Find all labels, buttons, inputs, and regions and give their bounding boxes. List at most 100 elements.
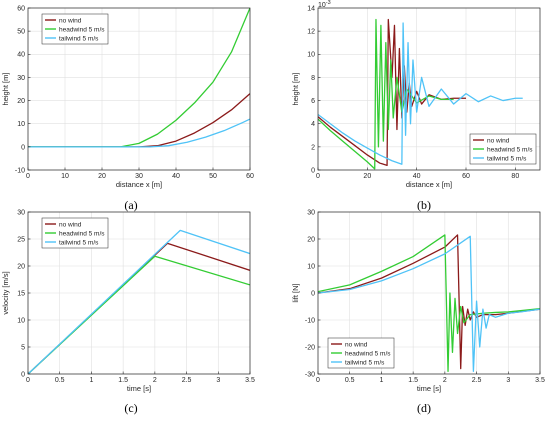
y-tick-label: -30: [305, 371, 315, 378]
y-exponent-power: -3: [326, 0, 331, 6]
y-tick-label: -10: [305, 317, 315, 324]
y-axis-label: height [m]: [1, 73, 10, 106]
y-tick-label: -20: [305, 344, 315, 351]
legend-label-2: headwind 5 m/s: [59, 230, 105, 237]
y-axis-label: height [m]: [291, 73, 300, 106]
x-tick-label: 2.5: [182, 377, 192, 384]
legend-label-3: tailwind 5 m/s: [59, 35, 99, 42]
series-line-1: [318, 18, 466, 167]
legend-label-3: tailwind 5 m/s: [59, 239, 99, 246]
series-line-2: [318, 234, 540, 372]
x-tick-label: 3: [216, 377, 220, 384]
x-axis-label: time [s]: [127, 384, 151, 393]
axes-box: [317, 7, 541, 171]
y-tick-label: 12: [307, 29, 315, 36]
y-tick-label: 40: [17, 52, 25, 59]
series-line-3: [28, 229, 250, 374]
legend-label-2: headwind 5 m/s: [59, 26, 105, 33]
x-tick-label: 50: [209, 173, 217, 180]
x-tick-label: 1: [379, 377, 383, 384]
x-tick-label: 0: [316, 173, 320, 180]
y-tick-label: 15: [17, 290, 25, 297]
x-tick-label: 20: [98, 173, 106, 180]
series-line-3: [28, 118, 250, 148]
y-tick-label: 5: [21, 344, 25, 351]
y-tick-label: 60: [17, 5, 25, 12]
x-tick-label: 0: [26, 377, 30, 384]
caption-a: (a): [124, 198, 137, 212]
y-axis-label: velocity [m/s]: [1, 271, 10, 314]
y-tick-label: 20: [17, 98, 25, 105]
x-tick-label: 40: [413, 173, 421, 180]
caption-d: (d): [417, 401, 431, 415]
x-tick-label: 2: [153, 377, 157, 384]
y-tick-label: 4: [311, 121, 315, 128]
legend-label-3: tailwind 5 m/s: [487, 155, 527, 162]
y-tick-label: 8: [311, 75, 315, 82]
y-tick-label: 20: [307, 236, 315, 243]
series-group: [28, 229, 250, 374]
x-tick-label: 0.5: [55, 377, 65, 384]
x-tick-label: 60: [246, 173, 254, 180]
legend-label-2: headwind 5 m/s: [487, 146, 533, 153]
x-tick-label: 1.5: [118, 377, 128, 384]
y-tick-label: 2: [311, 144, 315, 151]
series-line-3: [318, 22, 523, 165]
y-tick-label: 10: [17, 121, 25, 128]
y-tick-label: 10: [307, 263, 315, 270]
legend-label-1: no wind: [487, 137, 510, 144]
y-tick-label: 30: [307, 209, 315, 216]
legend-label-2: headwind 5 m/s: [345, 350, 391, 357]
x-tick-label: 3.5: [245, 377, 255, 384]
y-tick-label: 30: [17, 75, 25, 82]
x-tick-label: 0: [26, 173, 30, 180]
series-group: [318, 18, 523, 170]
x-tick-label: 1: [89, 377, 93, 384]
x-tick-label: 40: [172, 173, 180, 180]
x-tick-label: 3.5: [535, 377, 545, 384]
legend-label-3: tailwind 5 m/s: [345, 359, 385, 366]
panel-c: 0 0.5 1 1.5 2 2.5 3 3.5 0 5 10 15 20 25 30 time [s] velo…: [1, 209, 255, 393]
series-group: [318, 234, 540, 372]
y-tick-label: -10: [15, 167, 25, 174]
series-group: [28, 8, 250, 148]
y-tick-label: 20: [17, 263, 25, 270]
panel-b: 0 20 40 60 80 0 2 4 6 8 10 12 14 distance x [m] height…: [291, 0, 541, 189]
legend: no wind headwind 5 m/s tailwind 5 m/s: [41, 217, 109, 249]
legend-label-1: no wind: [59, 17, 82, 24]
panel-d: 0 0.5 1 1.5 2 2.5 3 3.5 -30 -20 -10 0 10 20 30 time [s]…: [291, 209, 545, 393]
y-tick-label: 0: [311, 290, 315, 297]
y-tick-label: 0: [21, 371, 25, 378]
y-tick-label: 0: [311, 167, 315, 174]
y-tick-label: 0: [21, 144, 25, 151]
x-axis-label: time [s]: [417, 384, 441, 393]
x-axis-label: distance x [m]: [116, 180, 162, 189]
legend-label-1: no wind: [345, 341, 368, 348]
y-tick-label: 10: [307, 52, 315, 59]
x-tick-label: 30: [135, 173, 143, 180]
caption-b: (b): [417, 198, 431, 212]
x-tick-label: 60: [462, 173, 470, 180]
x-tick-label: 2: [443, 377, 447, 384]
series-line-2: [318, 18, 454, 170]
caption-c: (c): [124, 401, 137, 415]
x-tick-label: 10: [61, 173, 69, 180]
x-tick-label: 20: [363, 173, 371, 180]
y-tick-label: 30: [17, 209, 25, 216]
y-tick-label: 50: [17, 29, 25, 36]
x-tick-label: 1.5: [408, 377, 418, 384]
x-axis-label: distance x [m]: [406, 180, 452, 189]
y-exponent-label: 10-3: [318, 0, 331, 9]
y-axis-label: lift [N]: [291, 283, 300, 302]
y-tick-label: 10: [17, 317, 25, 324]
x-tick-label: 0.5: [345, 377, 355, 384]
series-line-1: [318, 234, 540, 370]
y-tick-label: 25: [17, 236, 25, 243]
x-tick-label: 80: [511, 173, 519, 180]
series-line-2: [28, 8, 250, 148]
x-tick-label: 2.5: [472, 377, 482, 384]
legend: no wind headwind 5 m/s tailwind 5 m/s: [41, 13, 109, 45]
x-tick-label: 0: [316, 377, 320, 384]
